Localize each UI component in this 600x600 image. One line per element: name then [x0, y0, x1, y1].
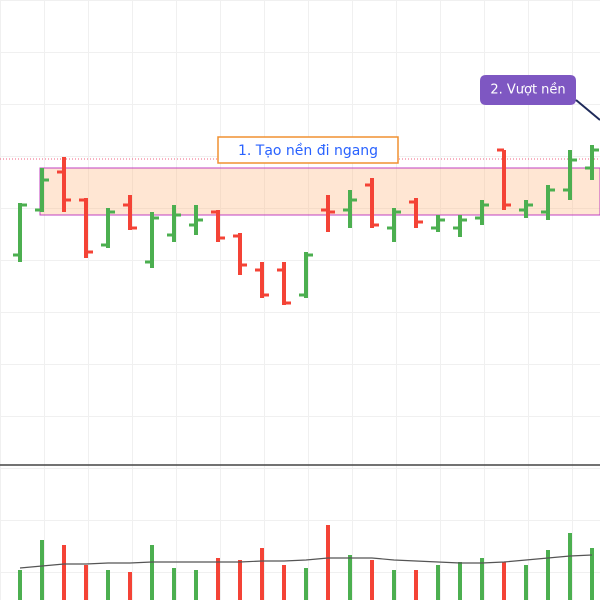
- callout-arrow: [575, 99, 600, 121]
- callout: [480, 75, 576, 105]
- consolidation-zone: [39, 167, 600, 216]
- annotation: 2. Vượt nền: [490, 83, 565, 98]
- annotation-box: [217, 136, 399, 164]
- volume-ma: [19, 554, 593, 569]
- annotation: 1. Tạo nền đi ngang: [238, 142, 378, 159]
